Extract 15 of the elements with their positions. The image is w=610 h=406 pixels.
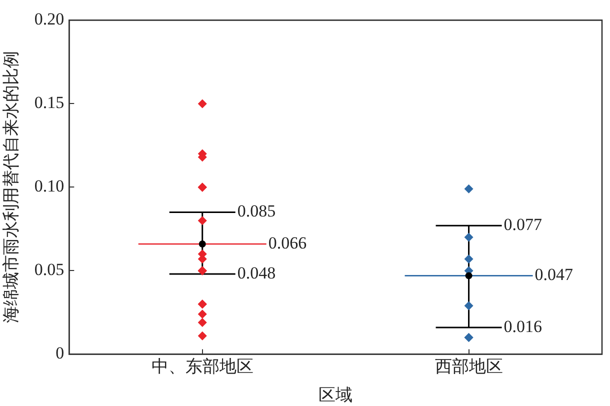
ref-line-label: 0.047 [534,265,574,284]
annotation: 0.048 [237,264,276,283]
y-tick-label: 0.10 [34,176,64,196]
x-tick-label: 中、东部地区 [151,356,254,376]
x-tick-label: 西部地区 [434,356,503,376]
ref-line-label: 0.066 [268,233,307,252]
y-tick-label: 0.05 [34,260,64,280]
annotation: 0.085 [237,202,276,221]
y-tick-label: 0.15 [34,93,64,112]
annotation: 0.077 [504,215,543,234]
y-tick-label: 0 [56,344,64,363]
y-tick-label: 0.20 [34,10,64,29]
x-axis-title: 区域 [318,385,353,404]
annotation: 0.016 [504,316,542,336]
y-axis-title: 海绵城市雨水利用替代自来水的比例 [2,51,21,324]
